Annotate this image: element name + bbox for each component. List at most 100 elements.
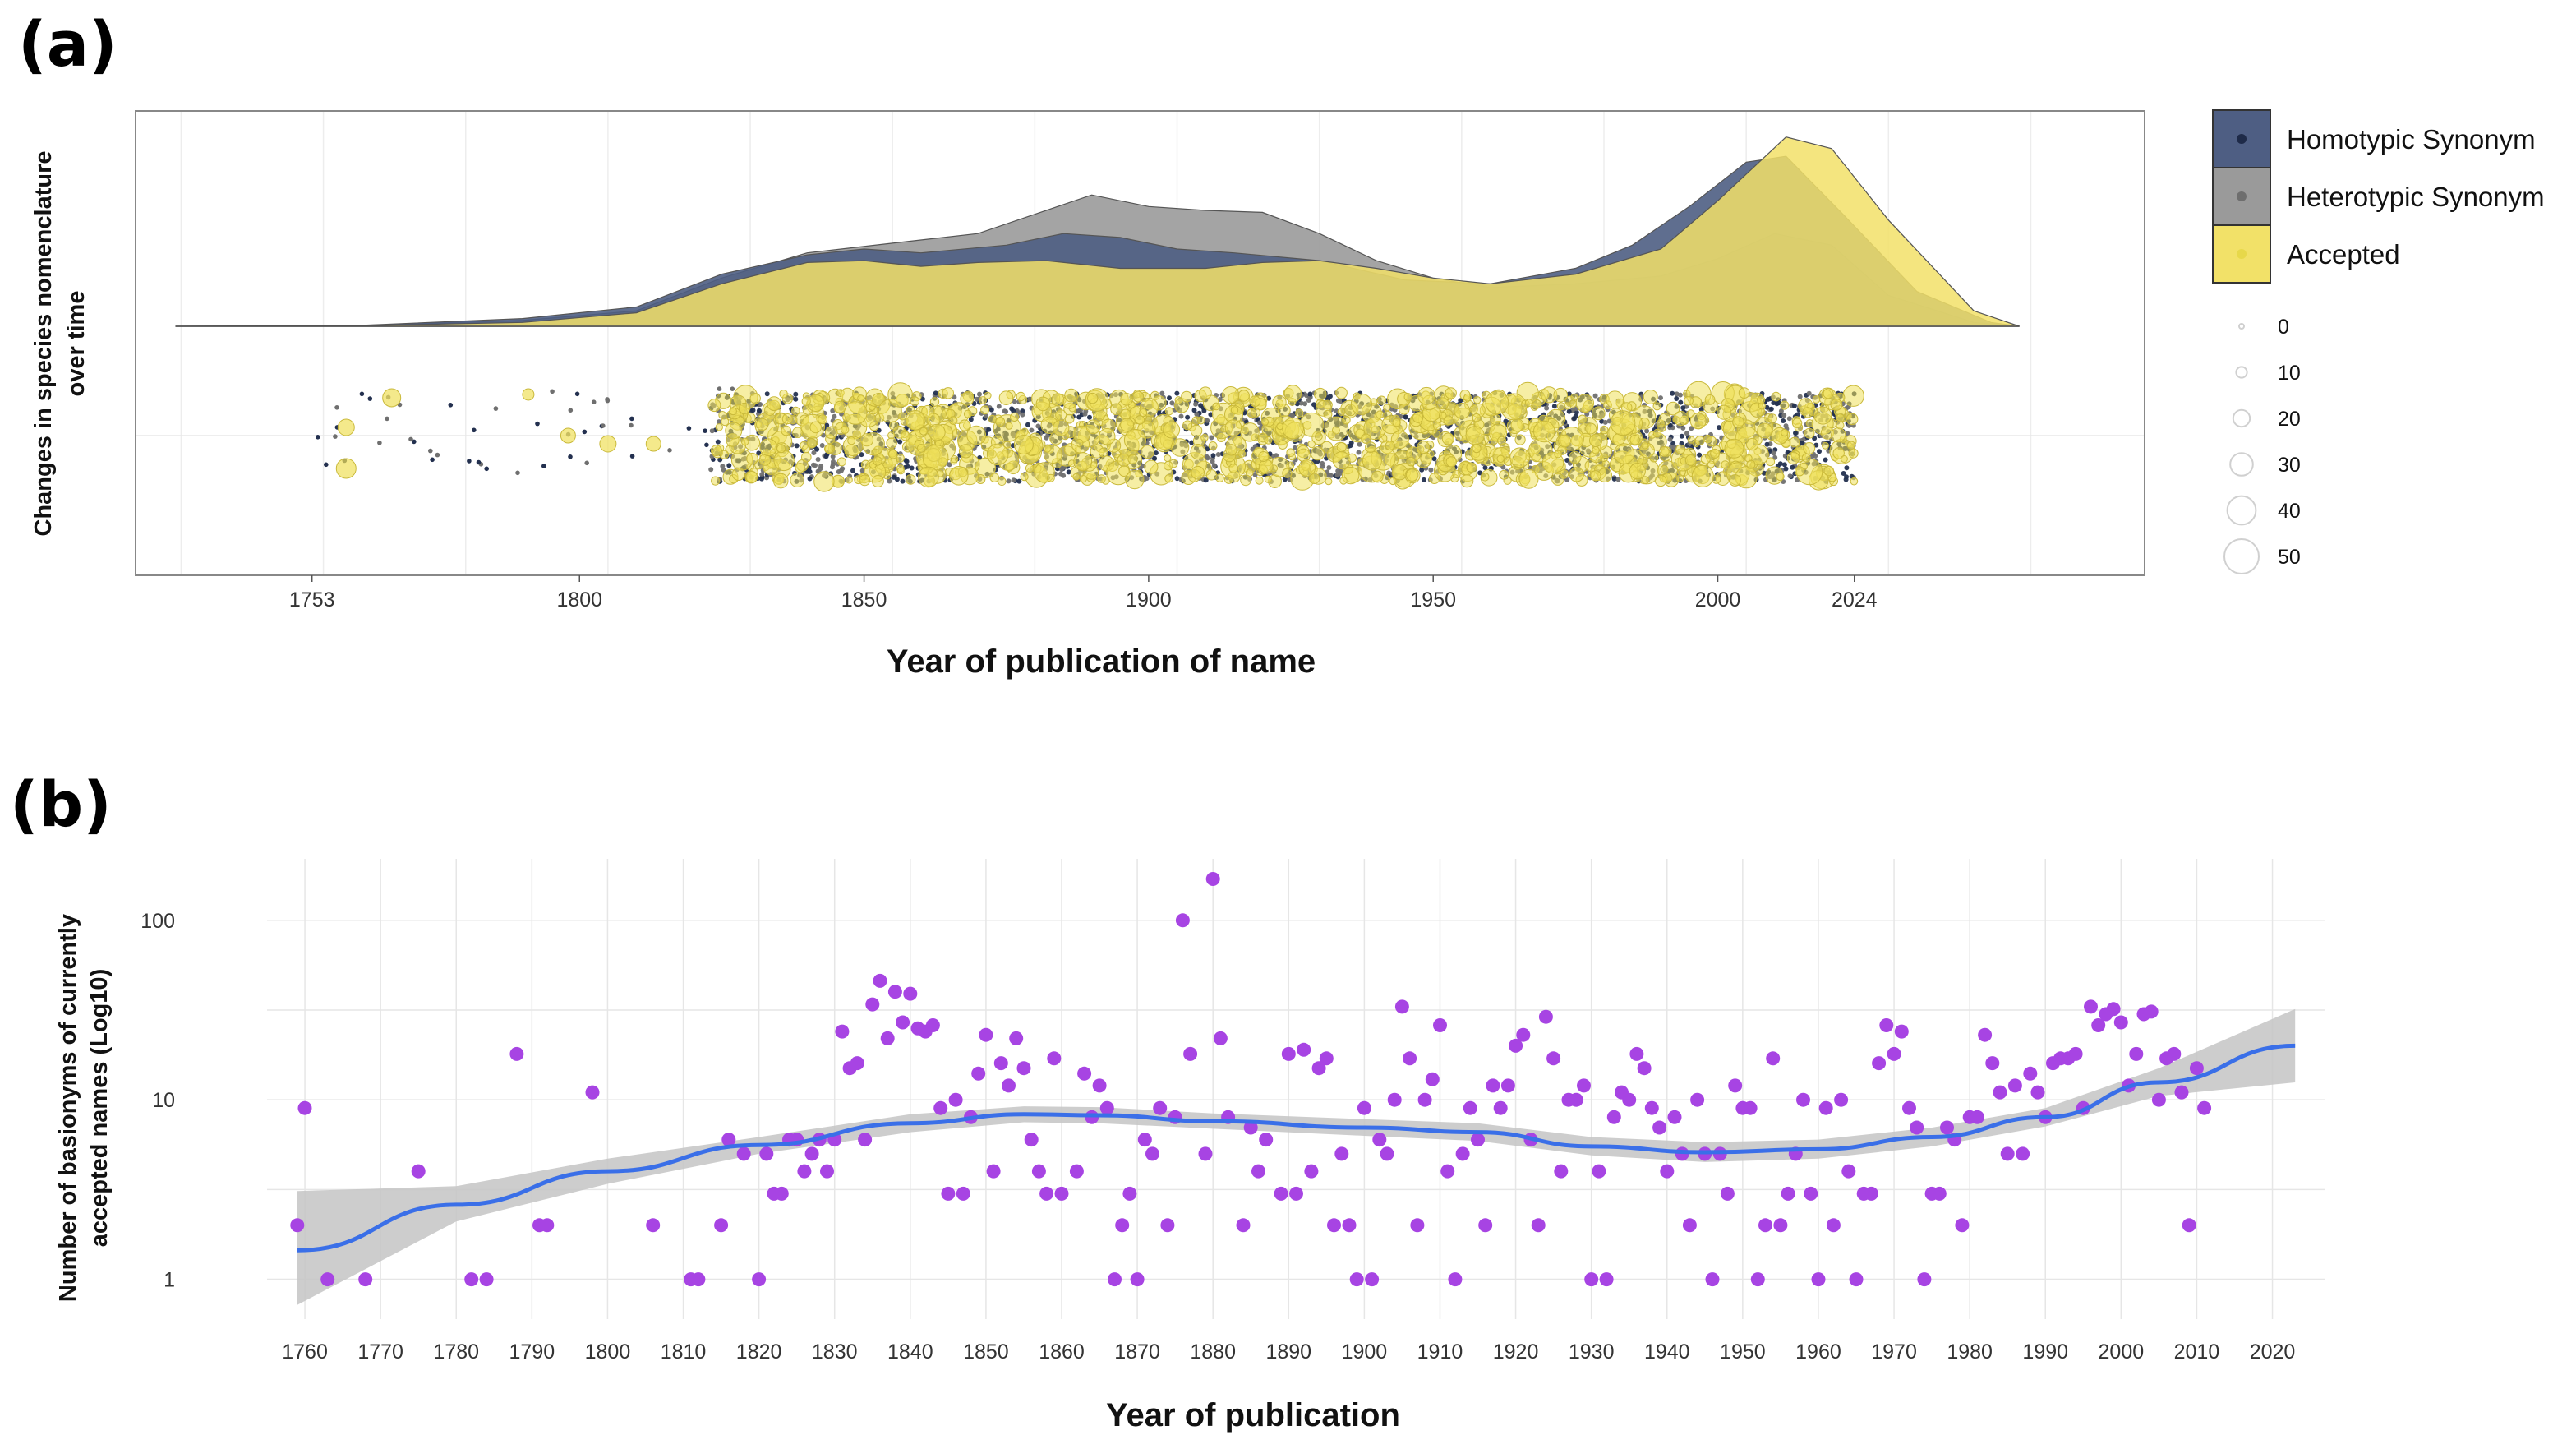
jitter-point-accepted [795,463,805,473]
jitter-point-synonym [807,476,813,482]
data-point [1728,1078,1743,1093]
data-point [1198,1146,1213,1161]
jitter-point-accepted [859,433,874,447]
jitter-point-accepted [1675,444,1686,454]
jitter-point-accepted [1724,438,1744,459]
jitter-point-synonym [385,416,389,422]
jitter-point-accepted [1240,474,1251,487]
jitter-point-synonym [811,450,817,455]
x-tick-label: 2020 [2250,1340,2296,1363]
jitter-point-accepted [790,473,805,488]
jitter-point-accepted [1812,395,1821,404]
panel-b-y-axis-title: Number of basionyms of currently accepte… [55,914,113,1302]
jitter-point-synonym [1551,404,1557,409]
jitter-point-accepted [859,474,871,487]
data-point [1016,1061,1031,1076]
jitter-point-accepted [1496,454,1505,463]
jitter-point-accepted [979,396,987,404]
jitter-point-accepted [1365,441,1376,453]
data-point [1773,1218,1788,1233]
data-point [1493,1100,1508,1115]
data-point [933,1100,948,1115]
panel-b-y-title-line-2: accepted names (Log10) [86,969,113,1247]
jitter-point-accepted [1043,444,1052,453]
x-tick-label: 1980 [1947,1340,1993,1363]
jitter-point-accepted [1846,413,1859,426]
data-point [896,1015,910,1030]
jitter-point-accepted [1795,466,1805,477]
jitter-point-accepted [1278,440,1288,450]
panel-b-smooth-line [297,1043,2296,1253]
jitter-point-synonym [1566,391,1572,397]
data-point [2000,1146,2015,1161]
data-point [1471,1133,1485,1147]
data-point [290,1218,305,1233]
jitter-point-synonym [759,472,765,477]
jitter-point-synonym [1477,470,1483,476]
jitter-point-synonym [1266,395,1272,401]
jitter-point-accepted [966,425,987,445]
smooth-trend-line [297,1043,2296,1253]
jitter-point-synonym [988,407,994,413]
jitter-point-accepted [801,396,811,406]
jitter-point-accepted [1445,387,1457,399]
jitter-point-accepted [707,399,721,413]
jitter-point-synonym [1020,412,1025,418]
jitter-point-synonym [1844,474,1849,480]
jitter-point-accepted [1771,391,1781,402]
data-point [1077,1066,1092,1081]
data-point [714,1218,729,1233]
jitter-point-synonym [1320,460,1325,466]
data-point [1009,1031,1024,1045]
jitter-point-synonym [1210,453,1216,459]
data-point [2197,1100,2212,1115]
jitter-point-accepted [749,393,761,404]
confidence-ribbon [297,1008,2296,1305]
jitter-point-synonym [1189,440,1195,445]
jitter-point-synonym [367,396,373,401]
legend-key-point [2237,134,2247,144]
jitter-point-accepted [1264,436,1273,445]
data-point [646,1218,661,1233]
jitter-point-accepted [998,390,1014,406]
jitter-point-accepted [1610,410,1636,436]
jitter-point-accepted [900,431,910,441]
jitter-point-accepted [995,417,1006,427]
jitter-point-synonym [1611,476,1617,482]
jitter-point-synonym [1003,408,1009,414]
jitter-point-accepted [1497,436,1507,445]
data-point [1039,1186,1054,1201]
jitter-point-accepted [801,452,812,463]
jitter-point-accepted [1510,418,1524,432]
data-point [2189,1061,2204,1076]
data-point [1637,1061,1652,1076]
jitter-point-synonym [1778,408,1784,414]
jitter-point-accepted [1406,456,1416,467]
jitter-point-accepted [1073,452,1093,471]
jitter-point-accepted [1405,468,1419,482]
jitter-point-accepted [1575,394,1595,413]
data-point [1538,1009,1553,1024]
jitter-point-synonym [897,439,903,445]
jitter-point-accepted [1258,451,1270,462]
jitter-point-synonym [1806,390,1812,396]
jitter-point-accepted [781,425,792,436]
jitter-point-synonym [472,427,477,433]
data-point [1387,1092,1402,1107]
jitter-point-accepted [1347,453,1357,463]
jitter-point-accepted [1767,413,1777,423]
jitter-point-accepted [1098,427,1116,445]
jitter-point-synonym [1781,418,1786,423]
data-point [1304,1164,1319,1179]
jitter-point-synonym [686,426,692,431]
jitter-point-accepted [1481,473,1490,482]
x-tick-label: 1920 [1493,1340,1539,1363]
jitter-point-accepted [725,422,743,440]
size-legend-label: 50 [2278,546,2301,569]
panel-b-x-ticks: 1760 1770 1780 1790 1800 1810 1820 1830 1840 1850… [282,1340,2295,1363]
jitter-point-synonym [717,457,723,463]
jitter-point-accepted [1191,465,1205,480]
jitter-point-synonym [1799,440,1804,445]
jitter-point-accepted [905,410,926,431]
jitter-point-accepted [1472,413,1482,422]
